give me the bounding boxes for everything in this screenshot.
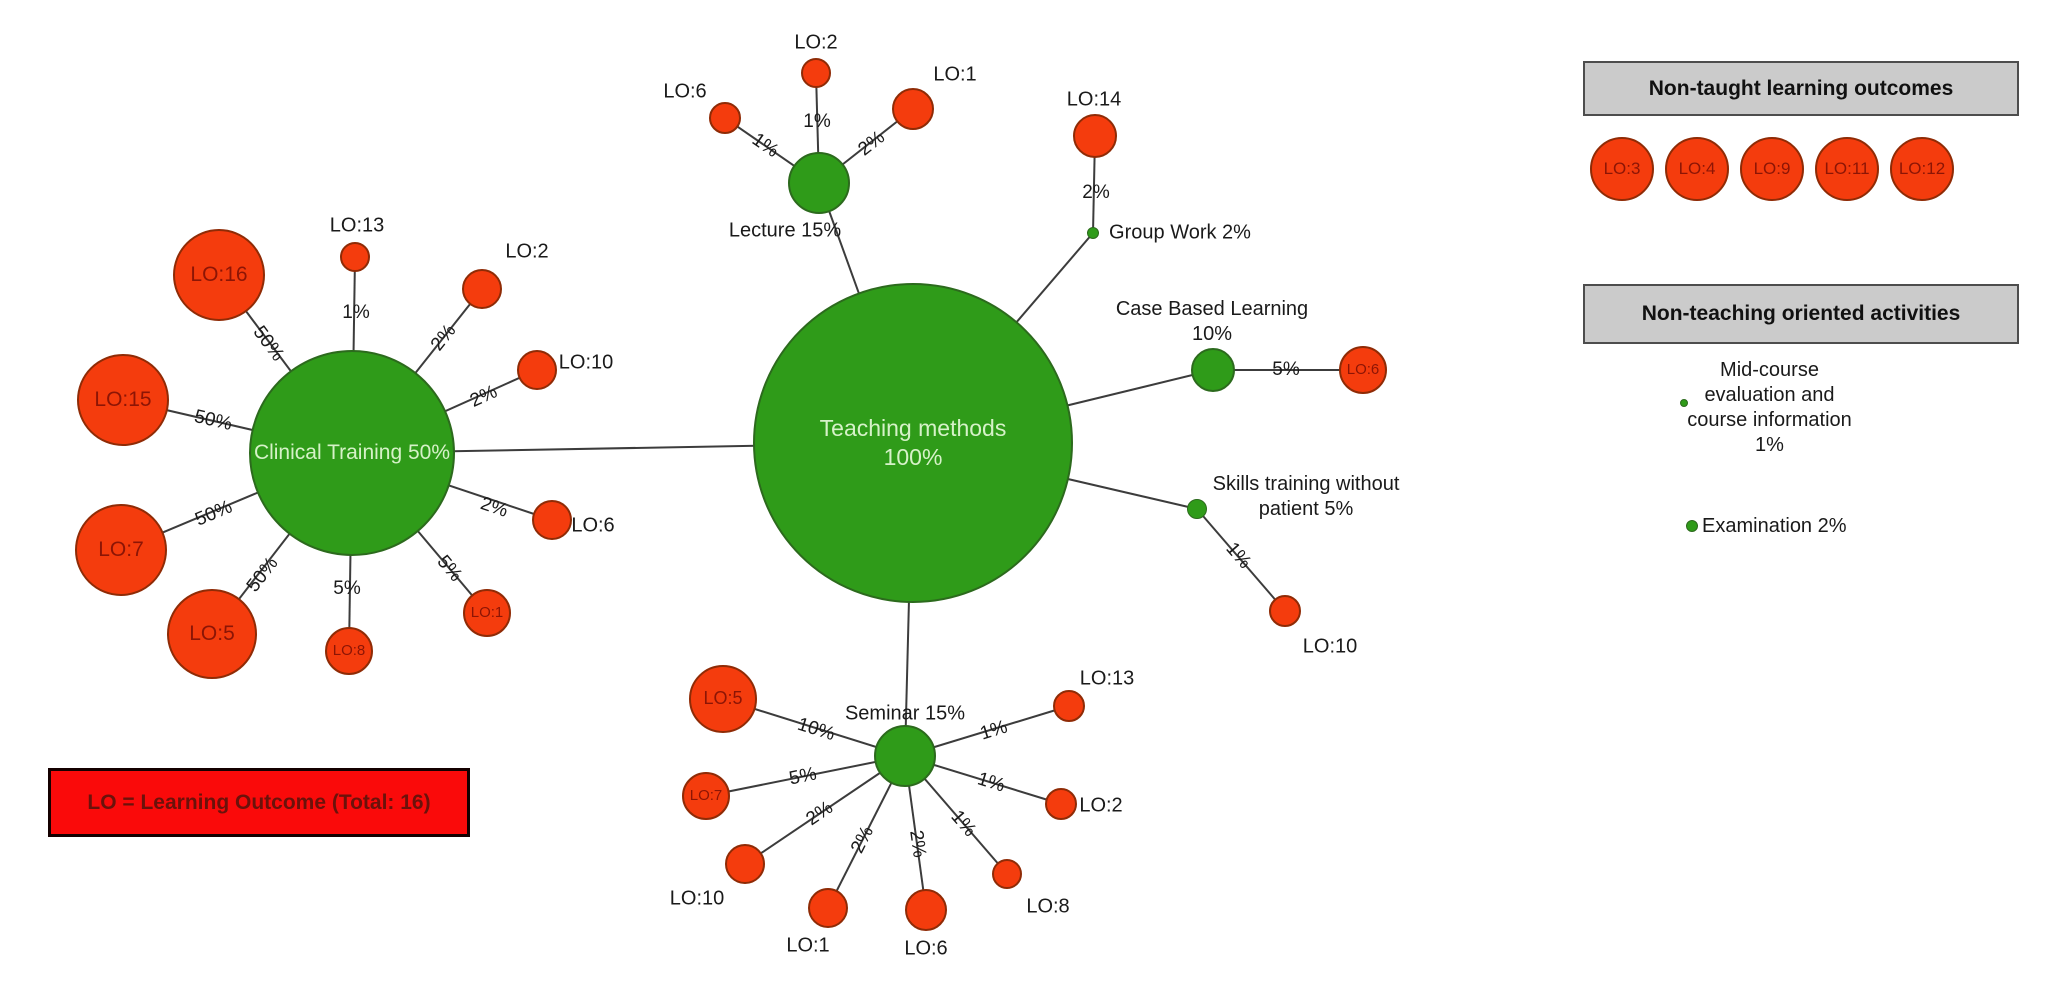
node-lo8-cl: LO:8 — [325, 627, 373, 675]
panel-outcome-circle-lo11: LO:11 — [1815, 137, 1879, 201]
node-lo2-sem — [1045, 788, 1077, 820]
node-label-lo13-sem: LO:13 — [1079, 667, 1135, 690]
node-lo7-cl: LO:7 — [75, 504, 167, 596]
node-lo13-cl — [340, 242, 370, 272]
node-label-lo7-cl: LO:7 — [98, 537, 144, 561]
node-label-lo1-cl: LO:1 — [470, 604, 504, 622]
node-label-lo6-sem: LO:6 — [904, 937, 948, 960]
panel-outcome-circle-lo9: LO:9 — [1740, 137, 1804, 201]
panel-outcome-circle-lo12: LO:12 — [1890, 137, 1954, 201]
node-label-seminar: Seminar 15% — [844, 702, 966, 725]
node-cbl — [1191, 348, 1235, 392]
node-label-lo10-sk: LO:10 — [1302, 635, 1358, 658]
edge-label-seminar-lo6-sem: 2% — [905, 828, 930, 859]
examination-dot-icon — [1686, 520, 1698, 532]
panel-outcome-circle-lo4: LO:4 — [1665, 137, 1729, 201]
node-lo13-sem — [1053, 690, 1085, 722]
node-label-lo2-cl: LO:2 — [505, 240, 549, 263]
node-lo10-sk — [1269, 595, 1301, 627]
node-lo6-lec — [709, 102, 741, 134]
node-label-cbl: Case Based Learning 10% — [1115, 298, 1309, 345]
edge-label-cbl-lo6-cbl: 5% — [1272, 359, 1300, 380]
node-clinical: Clinical Training 50% — [249, 350, 455, 556]
edge-skills-lo10-sk — [1196, 508, 1286, 612]
node-lo5-sem: LO:5 — [689, 665, 757, 733]
panel-outcome-circle-lo3: LO:3 — [1590, 137, 1654, 201]
node-lo1-lec — [892, 88, 934, 130]
node-lo6-sem — [905, 889, 947, 931]
node-label-lo6-cl: LO:6 — [571, 514, 615, 537]
node-label-lo16: LO:16 — [190, 262, 248, 286]
edge-label-clinical-lo13-cl: 1% — [342, 302, 370, 323]
node-label-groupwork: Group Work 2% — [1109, 221, 1251, 244]
node-skills — [1187, 499, 1207, 519]
node-groupwork — [1087, 227, 1099, 239]
edge-label-groupwork-lo14: 2% — [1082, 182, 1110, 203]
node-label-clinical: Clinical Training 50% — [253, 440, 451, 464]
node-lo5-cl: LO:5 — [167, 589, 257, 679]
node-label-lo5-cl: LO:5 — [189, 621, 235, 645]
node-label-lo6-cbl: LO:6 — [1346, 361, 1380, 379]
node-label-lo2-sem: LO:2 — [1079, 794, 1123, 817]
node-lo15: LO:15 — [77, 354, 169, 446]
non-taught-outcomes-row: LO:3 LO:4 LO:9 LO:11 LO:12 — [1590, 137, 1954, 201]
node-teaching: Teaching methods 100% — [753, 283, 1073, 603]
node-label-lo2-lec: LO:2 — [794, 31, 838, 54]
node-lo2-cl — [462, 269, 502, 309]
node-label-lo5-sem: LO:5 — [703, 688, 743, 709]
non-taught-header: Non-taught learning outcomes — [1583, 61, 2019, 116]
node-lo1-cl: LO:1 — [463, 589, 511, 637]
node-label-lo7-sem: LO:7 — [689, 787, 723, 805]
node-lo1-sem — [808, 888, 848, 928]
node-lo10-cl — [517, 350, 557, 390]
node-lo7-sem: LO:7 — [682, 772, 730, 820]
node-lecture — [788, 152, 850, 214]
node-label-lo6-lec: LO:6 — [663, 80, 707, 103]
edge-seminar-lo10-sem — [744, 755, 906, 865]
node-label-lecture: Lecture 15% — [728, 219, 842, 242]
node-label-lo15: LO:15 — [94, 387, 152, 411]
node-lo6-cl — [532, 500, 572, 540]
node-label-lo1-lec: LO:1 — [933, 63, 977, 86]
node-label-lo14: LO:14 — [1066, 88, 1122, 111]
node-label-skills: Skills training without patient 5% — [1212, 473, 1400, 520]
node-label-lo10-sem: LO:10 — [669, 887, 725, 910]
node-seminar — [874, 725, 936, 787]
node-lo10-sem — [725, 844, 765, 884]
node-lo6-cbl: LO:6 — [1339, 346, 1387, 394]
non-taught-title: Non-taught learning outcomes — [1648, 76, 1954, 100]
examination-label: Examination 2% — [1702, 515, 1847, 537]
legend-box: LO = Learning Outcome (Total: 16) — [48, 768, 470, 837]
mid-course-line-1: Mid-course — [1720, 359, 1819, 381]
mid-course-line-4: 1% — [1755, 434, 1784, 456]
mid-course-label: Mid-course evaluation and course informa… — [1659, 358, 1880, 458]
node-lo8-sem — [992, 859, 1022, 889]
node-lo2-lec — [801, 58, 831, 88]
non-teaching-title: Non-teaching oriented activities — [1641, 302, 1961, 325]
node-lo16: LO:16 — [173, 229, 265, 321]
node-label-lo8-cl: LO:8 — [332, 642, 366, 660]
edge-seminar-lo7-sem — [705, 755, 906, 797]
non-teaching-header: Non-teaching oriented activities — [1583, 284, 2019, 344]
legend-text: LO = Learning Outcome (Total: 16) — [87, 790, 431, 814]
mid-course-line-3: course information — [1687, 409, 1852, 431]
edge-label-lecture-lo2-lec: 1% — [803, 111, 831, 132]
node-label-lo8-sem: LO:8 — [1026, 895, 1070, 918]
mid-course-line-2: evaluation and — [1704, 384, 1835, 406]
node-lo14 — [1073, 114, 1117, 158]
node-label-lo13-cl: LO:13 — [329, 214, 385, 237]
node-label-teaching: Teaching methods 100% — [819, 414, 1007, 470]
node-label-lo1-sem: LO:1 — [786, 934, 830, 957]
node-label-lo10-cl: LO:10 — [558, 351, 614, 374]
edge-label-clinical-lo8-cl: 5% — [333, 578, 361, 599]
mid-course-dot-icon — [1680, 399, 1688, 407]
